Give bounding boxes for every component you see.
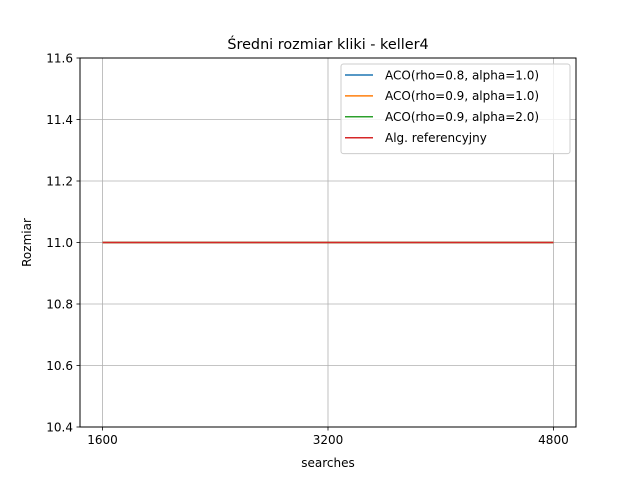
legend-label: Alg. referencyjny [385, 131, 487, 145]
y-axis: 10.4 10.6 10.8 11.0 11.2 11.4 11.6 [46, 51, 80, 434]
y-tick-label: 11.2 [46, 174, 73, 188]
y-tick-label: 11.4 [46, 113, 73, 127]
chart-title: Średni rozmiar kliki - keller4 [227, 35, 428, 53]
y-tick-label: 11.6 [46, 51, 73, 65]
x-axis-label: searches [301, 456, 355, 470]
x-tick-label: 1600 [87, 433, 118, 447]
legend-label: ACO(rho=0.8, alpha=1.0) [385, 68, 539, 82]
legend-label: ACO(rho=0.9, alpha=1.0) [385, 89, 539, 103]
legend-label: ACO(rho=0.9, alpha=2.0) [385, 110, 539, 124]
y-axis-label: Rozmiar [20, 218, 34, 267]
x-tick-label: 3200 [313, 433, 344, 447]
legend: ACO(rho=0.8, alpha=1.0) ACO(rho=0.9, alph… [340, 63, 571, 155]
y-tick-label: 10.6 [46, 359, 73, 373]
y-tick-label: 11.0 [46, 236, 73, 250]
y-tick-label: 10.8 [46, 297, 73, 311]
x-tick-label: 4800 [538, 433, 569, 447]
y-tick-label: 10.4 [46, 420, 73, 434]
x-axis: 1600 3200 4800 [87, 427, 569, 447]
legend-box [340, 63, 571, 155]
